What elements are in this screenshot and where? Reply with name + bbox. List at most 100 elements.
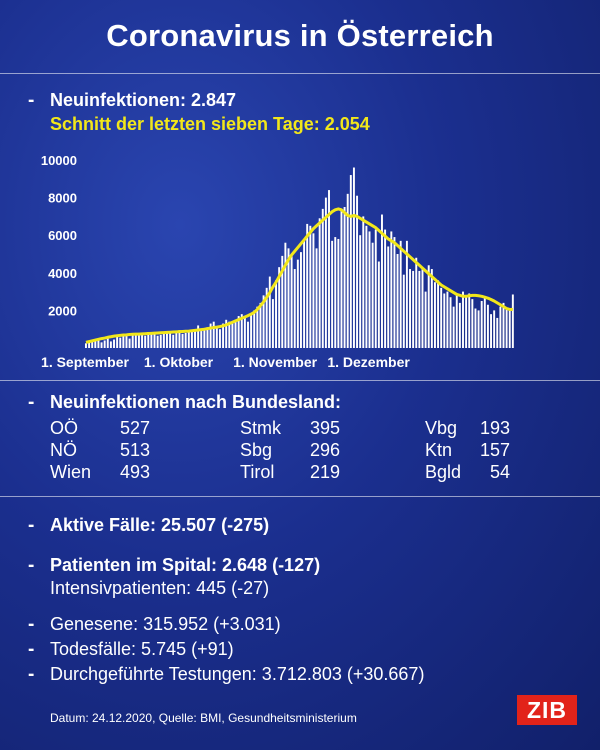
state-value: 54 [489, 462, 510, 482]
bullet: - [28, 515, 35, 536]
x-axis-ticks: 1. September 1. Oktober 1. November 1. Deze… [41, 354, 410, 370]
bar [212, 321, 215, 348]
bar [271, 299, 274, 348]
bar [147, 332, 150, 348]
bar [106, 338, 109, 348]
bar [462, 291, 464, 348]
bar [427, 265, 430, 348]
bar [85, 343, 87, 348]
bar [490, 314, 492, 348]
bar [352, 167, 355, 348]
state-name: Tirol [240, 462, 275, 482]
bar [384, 229, 387, 348]
bar [153, 333, 156, 348]
bar [446, 291, 449, 348]
bar [321, 208, 324, 348]
bar [237, 316, 240, 348]
x-tick-label: 1. November [233, 354, 318, 370]
y-tick-label: 4000 [48, 266, 77, 281]
bar [156, 335, 159, 348]
bar [418, 270, 421, 348]
bar [471, 299, 474, 348]
tests: Durchgeführte Testungen: 3.712.803 (+30.… [50, 664, 425, 684]
bar [486, 304, 489, 348]
bar [430, 269, 433, 348]
bullet: - [28, 614, 35, 635]
y-tick-label: 6000 [48, 228, 77, 243]
new-infections: Neuinfektionen: 2.847 [50, 90, 237, 110]
bullet: - [28, 664, 35, 685]
bar [346, 193, 349, 348]
bar [381, 214, 383, 348]
bar [131, 334, 134, 348]
bar [187, 331, 190, 348]
bullet: - [28, 392, 35, 413]
state-value: 527 [119, 418, 150, 438]
state-value: 296 [309, 440, 340, 460]
x-tick-label: 1. September [41, 354, 129, 370]
bar [122, 334, 125, 348]
bar [402, 274, 405, 348]
divider-states [0, 496, 600, 497]
bar [166, 331, 168, 348]
bar [243, 317, 246, 348]
bar [465, 295, 468, 348]
bar [215, 327, 218, 348]
bar-series [85, 167, 514, 348]
hospital-patients: Patienten im Spital: 2.648 (-127) [50, 555, 321, 575]
bar [483, 297, 486, 348]
bar [368, 231, 371, 348]
bar [284, 242, 287, 348]
bar [480, 301, 483, 348]
bar [125, 335, 128, 348]
bar [359, 235, 362, 348]
bar [91, 341, 94, 348]
state-name: Wien [50, 462, 92, 482]
bar [303, 240, 306, 348]
bar [169, 332, 172, 348]
bar [315, 248, 318, 348]
bar [119, 337, 122, 348]
y-tick-label: 10000 [41, 153, 77, 168]
bar [222, 323, 225, 348]
state-value: 513 [119, 440, 150, 460]
deaths: Todesfälle: 5.745 (+91) [50, 639, 234, 659]
seven-day-average-line [85, 207, 513, 344]
bar [175, 331, 178, 348]
bar [268, 276, 271, 348]
y-tick-label: 8000 [48, 191, 77, 206]
x-tick-label: 1. Oktober [144, 354, 214, 370]
bar [455, 295, 458, 348]
bar [511, 294, 514, 348]
bar [287, 248, 290, 348]
bar [206, 327, 209, 348]
bar [181, 333, 184, 348]
bar [231, 323, 234, 348]
bar [203, 330, 206, 348]
bar [424, 291, 427, 348]
bar [281, 255, 284, 348]
state-value: 219 [309, 462, 340, 482]
bar [474, 308, 477, 348]
bar [250, 314, 253, 348]
bar [337, 238, 340, 348]
bar [259, 302, 262, 348]
bar [197, 325, 200, 348]
bar [240, 314, 243, 348]
bar [496, 317, 499, 348]
x-tick-label: 1. Dezember [327, 354, 410, 370]
bar [324, 197, 327, 348]
recovered: Genesene: 315.952 (+3.031) [50, 614, 281, 634]
bar [116, 336, 119, 348]
bar [103, 340, 106, 348]
bullet: - [28, 90, 35, 111]
bar [409, 269, 411, 348]
bar [265, 287, 268, 348]
bar [194, 329, 196, 348]
bar [377, 261, 380, 348]
bar [493, 310, 496, 348]
bar [318, 218, 321, 348]
bar [94, 340, 97, 348]
bar [172, 334, 175, 348]
bar [477, 310, 480, 348]
